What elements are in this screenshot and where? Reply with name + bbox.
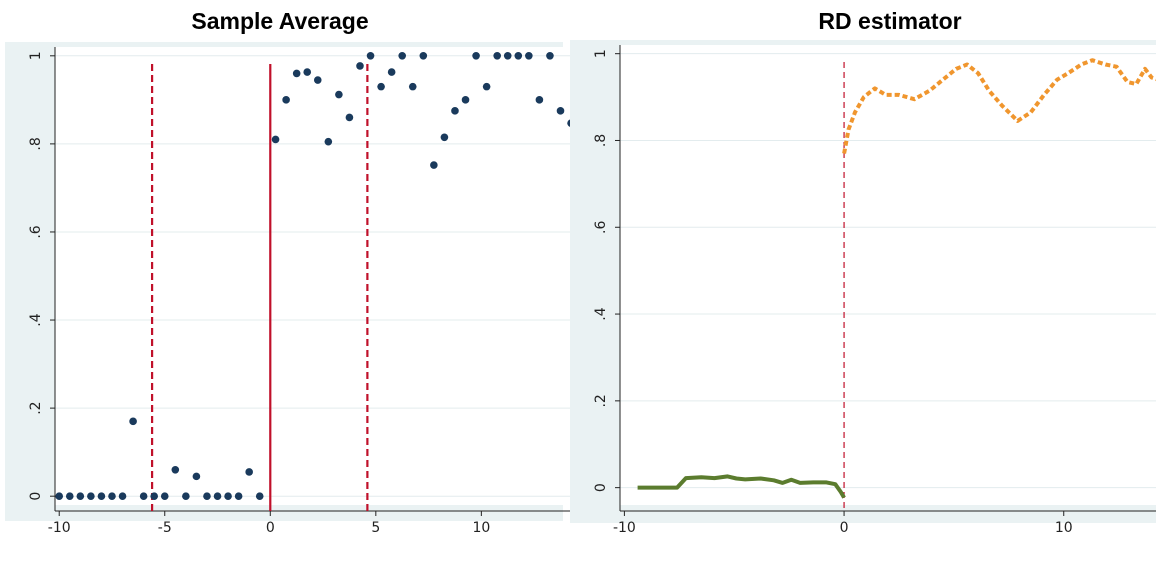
data-point bbox=[535, 96, 544, 104]
y-tick-label: 1 bbox=[593, 49, 609, 58]
data-point bbox=[398, 52, 407, 60]
y-tick-label: 1 bbox=[28, 51, 44, 60]
data-point bbox=[139, 492, 148, 500]
x-tick-label: 0 bbox=[266, 520, 275, 536]
data-point bbox=[292, 69, 301, 78]
data-point bbox=[482, 82, 491, 91]
data-point bbox=[451, 107, 459, 115]
data-point bbox=[366, 52, 375, 60]
sample-average-chart: 0 .2 .4 .6 .8 1 -10 -5 0 5 10 bbox=[5, 42, 570, 536]
data-point bbox=[461, 96, 470, 104]
data-point bbox=[430, 161, 438, 169]
x-tick-label: 10 bbox=[472, 520, 490, 536]
right-chart-title: RD estimator bbox=[818, 8, 962, 34]
data-point bbox=[567, 119, 570, 127]
data-point bbox=[255, 492, 264, 500]
data-point bbox=[303, 68, 312, 76]
data-point bbox=[503, 52, 512, 60]
data-point bbox=[150, 492, 159, 500]
x-tick-label: -10 bbox=[48, 520, 71, 536]
data-point bbox=[356, 62, 364, 70]
plot-area bbox=[55, 47, 570, 505]
data-point bbox=[203, 492, 211, 500]
y-tick-label: .4 bbox=[593, 307, 609, 320]
data-point bbox=[472, 52, 480, 60]
data-point bbox=[97, 492, 106, 500]
y-tick-label: .2 bbox=[28, 401, 44, 414]
y-tick-label: .6 bbox=[28, 225, 44, 238]
y-tick-label: .6 bbox=[593, 220, 609, 233]
data-point bbox=[171, 465, 180, 474]
data-point bbox=[160, 492, 169, 500]
data-point bbox=[493, 52, 501, 60]
data-point bbox=[313, 76, 322, 84]
data-point bbox=[234, 492, 243, 500]
y-tick-label: 0 bbox=[28, 492, 44, 501]
data-point bbox=[345, 113, 354, 122]
x-tick-label: 10 bbox=[1055, 520, 1073, 536]
data-point bbox=[419, 52, 428, 60]
data-point bbox=[118, 492, 127, 500]
plot-area bbox=[620, 45, 1156, 505]
data-point bbox=[408, 82, 417, 91]
data-point bbox=[65, 492, 74, 500]
data-point bbox=[271, 135, 280, 144]
x-tick-label: -5 bbox=[158, 520, 172, 536]
data-point bbox=[76, 492, 85, 500]
data-point bbox=[546, 52, 554, 60]
y-tick-label: 0 bbox=[593, 483, 609, 492]
y-tick-label: .4 bbox=[28, 313, 44, 326]
data-point bbox=[55, 492, 64, 500]
data-point bbox=[556, 107, 565, 115]
data-point bbox=[224, 492, 232, 500]
left-chart-title: Sample Average bbox=[191, 8, 369, 34]
data-point bbox=[182, 492, 190, 500]
data-point bbox=[282, 96, 290, 104]
data-point bbox=[87, 492, 95, 500]
data-point bbox=[335, 90, 343, 99]
x-tick-label: -10 bbox=[613, 520, 636, 536]
data-point bbox=[440, 133, 449, 142]
plot-marks bbox=[55, 52, 570, 500]
data-point bbox=[324, 137, 333, 146]
data-point bbox=[108, 492, 116, 500]
left-fit-line bbox=[637, 474, 846, 499]
plot-marks bbox=[637, 58, 1156, 499]
right-fit-line bbox=[842, 58, 1156, 154]
data-point bbox=[192, 472, 201, 481]
data-point bbox=[213, 492, 222, 500]
data-point bbox=[387, 68, 396, 76]
y-tick-label: .8 bbox=[593, 134, 609, 147]
data-point bbox=[129, 417, 137, 426]
x-tick-label: 0 bbox=[840, 520, 849, 536]
y-tick-label: .8 bbox=[28, 137, 44, 150]
data-point bbox=[525, 52, 533, 60]
x-tick-label: 5 bbox=[371, 520, 380, 536]
y-tick-label: .2 bbox=[593, 394, 609, 407]
data-point bbox=[245, 468, 253, 476]
data-point bbox=[514, 52, 523, 60]
data-point bbox=[377, 82, 385, 91]
rd-estimator-chart: 0 .2 .4 .6 .8 1 -10 0 10 bbox=[570, 40, 1156, 536]
